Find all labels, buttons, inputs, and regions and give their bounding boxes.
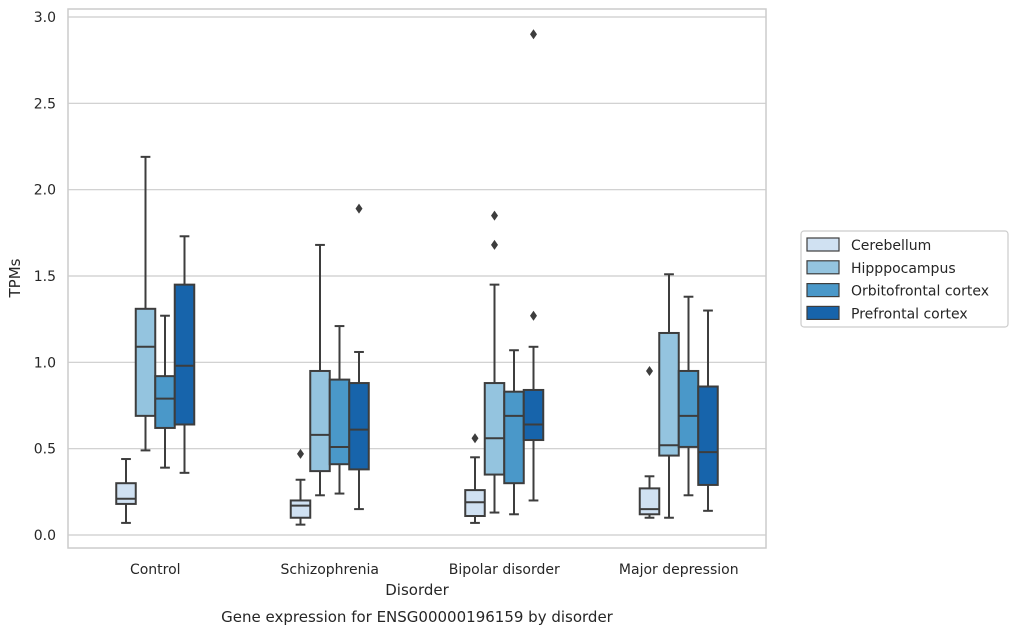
legend-label: Cerebellum — [851, 238, 931, 254]
axes-frame — [67, 8, 767, 549]
y-tick-label: 2.5 — [34, 96, 56, 112]
box — [638, 487, 661, 516]
legend-swatch — [806, 283, 840, 298]
legend: Cerebellum Hipppocampus Orbitofrontal cort… — [800, 230, 1009, 328]
legend-swatch — [806, 305, 840, 320]
y-tick-label: 0.5 — [34, 442, 56, 458]
legend-swatch — [806, 260, 840, 275]
box — [289, 499, 312, 519]
box — [503, 390, 525, 485]
outlier-point — [491, 239, 498, 250]
box — [658, 331, 680, 457]
box — [697, 385, 719, 486]
x-tick-label: Bipolar disorder — [449, 562, 560, 578]
outlier-point — [646, 365, 653, 376]
outlier-point — [355, 203, 363, 214]
legend-swatch — [806, 237, 840, 252]
box — [309, 369, 331, 473]
y-tick-label: 1.5 — [34, 269, 56, 285]
chart-caption: Gene expression for ENSG00000196159 by d… — [221, 608, 614, 626]
y-tick-labels: 0.0 0.5 1.0 1.5 2.0 2.5 3.0 — [34, 10, 56, 544]
legend-label: Hipppocampus — [851, 261, 956, 277]
outlier-point — [530, 29, 537, 40]
x-tick-label: Schizophrenia — [281, 562, 379, 578]
x-tick-labels: Control Schizophrenia Bipolar disorder Majo… — [130, 562, 739, 578]
legend-box — [800, 230, 1009, 328]
box — [115, 482, 137, 505]
box — [173, 283, 196, 426]
y-axis-label: TPMs — [6, 258, 24, 298]
gridlines — [68, 16, 766, 536]
box — [348, 382, 370, 471]
box — [483, 382, 506, 476]
legend-label: Orbitofrontal cortex — [851, 284, 989, 300]
outlier-point — [297, 448, 304, 459]
y-tick-label: 3.0 — [34, 10, 56, 26]
box — [677, 369, 700, 448]
x-axis-label: Disorder — [385, 581, 449, 599]
outlier-point — [471, 433, 479, 444]
plot-frame — [67, 8, 767, 549]
box — [134, 307, 157, 417]
x-tick-label: Control — [130, 562, 181, 578]
box — [328, 378, 351, 466]
y-tick-label: 0.0 — [34, 528, 56, 544]
outlier-point — [530, 310, 537, 321]
box — [522, 388, 545, 442]
box — [154, 375, 176, 429]
x-tick-label: Major depression — [619, 562, 739, 578]
legend-label: Prefrontal cortex — [851, 306, 968, 322]
y-tick-label: 2.0 — [34, 183, 56, 199]
y-tick-label: 1.0 — [34, 355, 56, 371]
box-elements — [115, 29, 719, 526]
outlier-point — [491, 210, 498, 221]
